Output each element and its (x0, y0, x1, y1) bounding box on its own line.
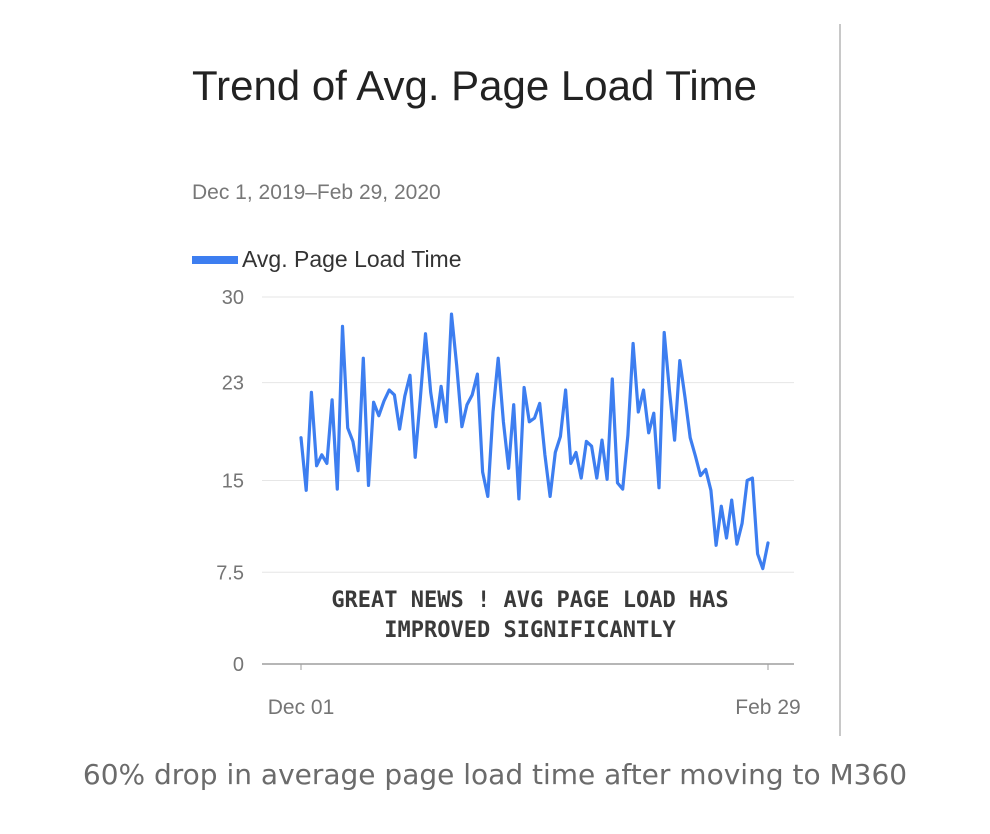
y-tick-label: 23 (222, 373, 244, 395)
legend-swatch (192, 255, 238, 264)
chart-subtitle: Dec 1, 2019–Feb 29, 2020 (192, 181, 441, 204)
annotation-line-2: IMPROVED SIGNIFICANTLY (384, 618, 676, 643)
figure-caption: 60% drop in average page load time after… (82, 758, 908, 791)
chart-card: Trend of Avg. Page Load Time Dec 1, 2019… (172, 24, 841, 736)
x-tick-label: Feb 29 (735, 696, 800, 719)
y-tick-label: 15 (222, 471, 244, 493)
legend-label: Avg. Page Load Time (242, 246, 462, 272)
annotation-line-1: GREAT NEWS ! AVG PAGE LOAD HAS (331, 588, 728, 613)
y-tick-label: 7.5 (216, 562, 244, 584)
chart-legend[interactable]: Avg. Page Load Time (192, 246, 462, 273)
y-tick-label: 30 (222, 287, 244, 309)
chart-title: Trend of Avg. Page Load Time (192, 62, 758, 109)
x-tick-label: Dec 01 (268, 696, 335, 719)
series-line (299, 312, 770, 571)
line-chart: 0 7.5 15 23 30 Dec 01 Feb 29 GREAT NEWS ! AVG P… (216, 287, 801, 719)
y-tick-label: 0 (233, 654, 244, 676)
